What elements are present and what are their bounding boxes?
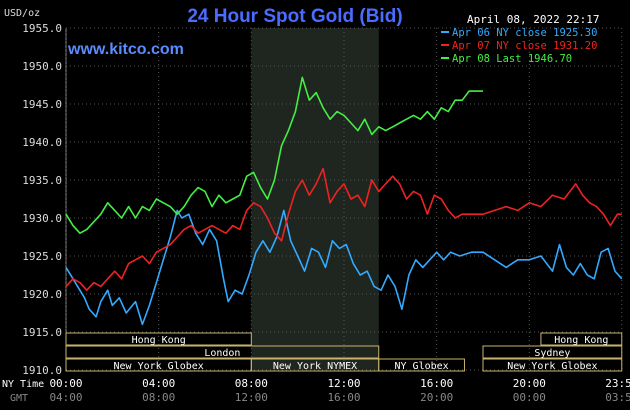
y-axis-units: USD/oz <box>4 8 40 19</box>
x-tick-label-gmt: 16:00 <box>327 391 360 404</box>
session-label: Hong Kong <box>132 335 186 346</box>
session-label: London <box>204 348 240 359</box>
x-tick-label-ny: 08:00 <box>235 377 268 390</box>
session-label: Sydney <box>534 348 570 359</box>
session-label: New York Globex <box>507 361 597 372</box>
watermark-url: www.kitco.com <box>67 41 184 58</box>
ny-time-label: NY Time <box>2 379 44 390</box>
x-tick-label-ny: 16:00 <box>420 377 453 390</box>
y-tick-label: 1915.0 <box>22 326 62 339</box>
y-tick-label: 1920.0 <box>22 288 62 301</box>
legend-entry: Apr 08 Last 1946.70 <box>452 53 572 65</box>
y-tick-label: 1935.0 <box>22 174 62 187</box>
legend-entry: Apr 06 NY close 1925.30 <box>452 27 597 39</box>
series-line-3 <box>65 76 483 234</box>
series-line-2 <box>65 167 622 292</box>
y-tick-label: 1910.0 <box>22 364 62 377</box>
session-box <box>540 332 623 346</box>
x-tick-label-gmt: 04:00 <box>49 391 82 404</box>
session-label: NY Globex <box>395 361 449 372</box>
x-tick-label-gmt: 08:00 <box>142 391 175 404</box>
datetime-stamp: April 08, 2022 22:17 <box>467 13 599 26</box>
x-tick-label-ny: 12:00 <box>327 377 360 390</box>
x-tick-label-gmt: 12:00 <box>235 391 268 404</box>
x-tick-label-gmt: 00:00 <box>513 391 546 404</box>
y-tick-label: 1940.0 <box>22 136 62 149</box>
x-tick-label-gmt: 20:00 <box>420 391 453 404</box>
x-tick-label-ny: 00:00 <box>49 377 82 390</box>
y-tick-label: 1950.0 <box>22 60 62 73</box>
session-box <box>482 358 623 372</box>
session-box <box>65 345 380 359</box>
y-tick-label: 1925.0 <box>22 250 62 263</box>
session-label: New York Globex <box>114 361 204 372</box>
x-tick-label-ny: 20:00 <box>513 377 546 390</box>
gmt-label: GMT <box>10 393 28 404</box>
x-tick-label-ny: 23:59 <box>605 377 630 390</box>
session-label: New York NYMEX <box>273 361 357 372</box>
series-line-1 <box>65 209 623 326</box>
legend-entry: Apr 07 NY close 1931.20 <box>452 40 597 52</box>
y-tick-label: 1955.0 <box>22 22 62 35</box>
x-tick-label-gmt: 03:59 <box>605 391 630 404</box>
session-label: Hong Kong <box>554 335 608 346</box>
nymex-highlight-band <box>251 28 379 370</box>
session-box <box>378 358 465 372</box>
y-tick-label: 1945.0 <box>22 98 62 111</box>
x-tick-label-ny: 04:00 <box>142 377 175 390</box>
session-box <box>482 345 623 359</box>
y-tick-label: 1930.0 <box>22 212 62 225</box>
chart-title: 24 Hour Spot Gold (Bid) <box>187 6 402 27</box>
session-box <box>65 332 252 346</box>
